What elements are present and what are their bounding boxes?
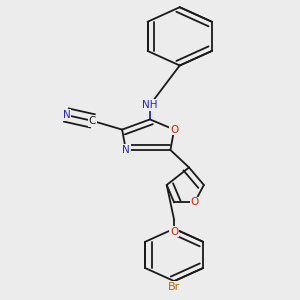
- Text: O: O: [170, 124, 178, 135]
- Text: N: N: [122, 145, 130, 155]
- Text: O: O: [190, 197, 199, 208]
- Text: Br: Br: [168, 282, 180, 292]
- Text: C: C: [89, 116, 96, 126]
- Text: O: O: [170, 226, 178, 237]
- Text: N: N: [62, 110, 70, 120]
- Text: NH: NH: [142, 100, 158, 110]
